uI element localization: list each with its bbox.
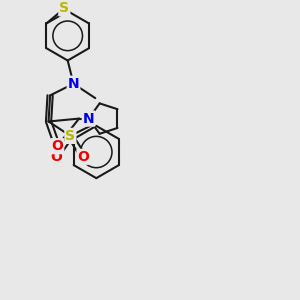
Text: O: O xyxy=(51,139,63,153)
Text: S: S xyxy=(65,129,75,143)
Text: N: N xyxy=(68,77,79,91)
Text: S: S xyxy=(59,2,69,15)
Text: O: O xyxy=(50,150,62,164)
Text: O: O xyxy=(77,150,89,164)
Text: N: N xyxy=(83,112,94,126)
